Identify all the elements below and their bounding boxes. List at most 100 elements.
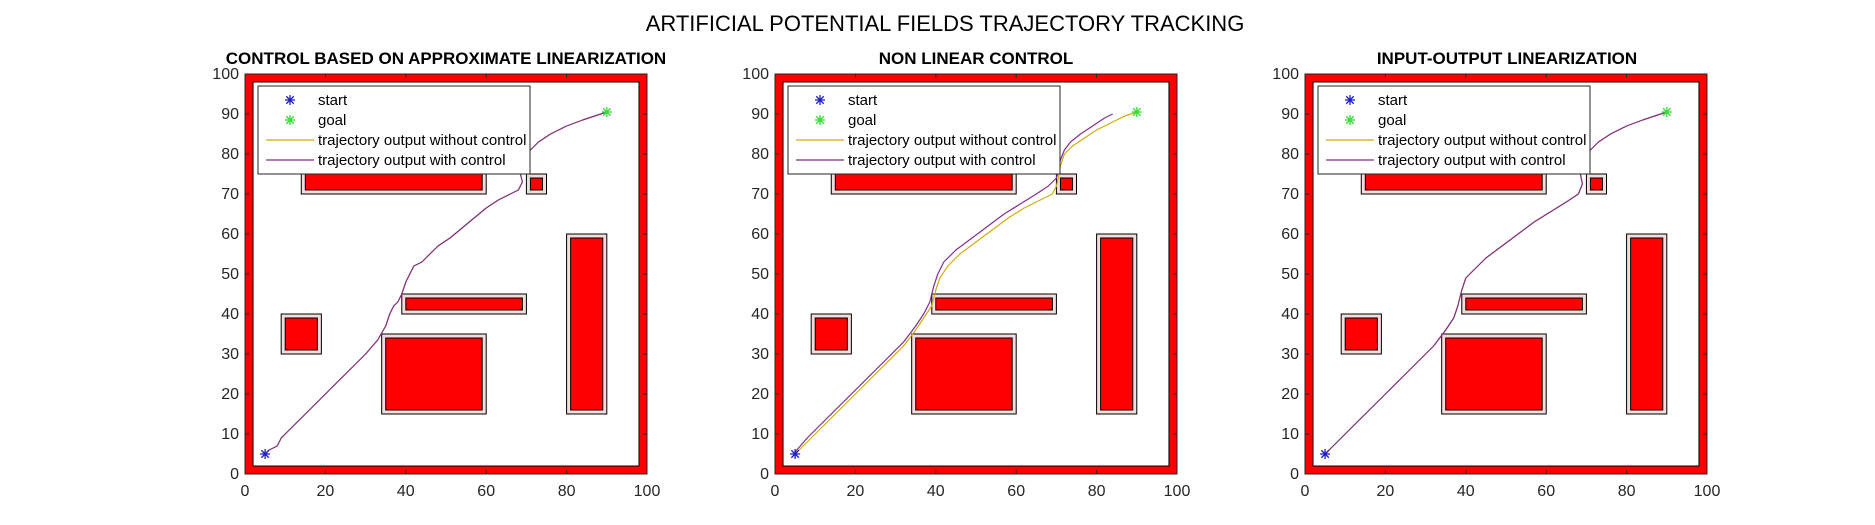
obstacle	[1344, 317, 1378, 351]
y-tick-label: 10	[751, 426, 769, 443]
boundary-wall	[1698, 74, 1707, 474]
obstacle	[385, 337, 483, 411]
obstacle	[1059, 177, 1073, 191]
legend: start goal trajectory output without contr…	[1317, 85, 1591, 175]
y-tick-label: 70	[1281, 186, 1299, 203]
series-line	[794, 113, 1113, 453]
y-tick-label: 10	[1281, 426, 1299, 443]
obstacle	[1630, 237, 1664, 411]
y-tick-label: 40	[1281, 306, 1299, 323]
star-stroke	[1320, 449, 1330, 459]
obstacle	[814, 317, 848, 351]
y-tick-label: 30	[1281, 346, 1299, 363]
star-stroke	[1662, 107, 1672, 117]
star-stroke	[790, 449, 800, 459]
subplot-title: INPUT-OUTPUT LINEARIZATION	[1377, 49, 1637, 68]
y-tick-label: 50	[751, 266, 769, 283]
y-tick-label: 70	[751, 186, 769, 203]
y-tick-label: 30	[221, 346, 239, 363]
y-tick-label: 80	[1281, 146, 1299, 163]
x-tick-label: 40	[397, 483, 415, 500]
legend-entry: goal	[1378, 112, 1406, 129]
boundary-wall	[245, 466, 647, 474]
x-tick-label: 60	[477, 483, 495, 500]
y-tick-label: 100	[742, 66, 769, 83]
y-tick-label: 50	[1281, 266, 1299, 283]
subplot-non-linear-control: NON LINEAR CONTROL 0 20 40 60 80 100 0 10 20 30 40…	[742, 49, 1190, 500]
x-tick-label: 60	[1537, 483, 1555, 500]
y-tick-label: 60	[751, 226, 769, 243]
start-marker	[1320, 449, 1331, 459]
y-tick-label: 90	[1281, 106, 1299, 123]
legend-goal-symbol	[815, 115, 825, 125]
subplot-title: CONTROL BASED ON APPROXIMATE LINEARIZATI…	[226, 49, 666, 68]
y-tick-label: 50	[221, 266, 239, 283]
boundary-wall	[775, 74, 784, 474]
y-tick-label: 90	[221, 106, 239, 123]
boundary-inner-outline	[252, 81, 640, 467]
boundary-wall	[775, 74, 1177, 82]
legend-entry: trajectory output with control	[848, 152, 1036, 169]
legend-entry: goal	[318, 112, 346, 129]
goal-marker	[601, 107, 612, 117]
figure-title: ARTIFICIAL POTENTIAL FIELDS TRAJECTORY T…	[646, 11, 1245, 36]
legend-box	[1317, 85, 1591, 175]
x-tick-label: 20	[1377, 483, 1395, 500]
y-tick-label: 60	[221, 226, 239, 243]
obstacle	[405, 297, 523, 311]
x-tick-label: 60	[1007, 483, 1025, 500]
star-stroke	[1345, 95, 1355, 105]
boundary-wall	[1305, 74, 1707, 82]
x-tick-label: 80	[1088, 483, 1106, 500]
obstacle	[935, 297, 1053, 311]
star-stroke	[602, 107, 612, 117]
y-tick-label: 0	[1290, 466, 1299, 483]
y-tick-label: 20	[751, 386, 769, 403]
series-line	[794, 111, 1137, 455]
legend-entry: trajectory output without control	[848, 132, 1056, 149]
star-stroke	[1345, 115, 1355, 125]
start-marker	[260, 449, 271, 459]
obstacle	[1100, 237, 1134, 411]
boundary-wall	[638, 74, 647, 474]
subplot-title: NON LINEAR CONTROL	[879, 49, 1074, 68]
x-tick-label: 80	[558, 483, 576, 500]
y-tick-label: 80	[221, 146, 239, 163]
y-tick-label: 90	[751, 106, 769, 123]
y-tick-label: 100	[1272, 66, 1299, 83]
legend-entry: trajectory output with control	[318, 152, 506, 169]
legend-entry: trajectory output without control	[1378, 132, 1586, 149]
boundary-wall	[1168, 74, 1177, 474]
x-tick-label: 100	[1164, 483, 1191, 500]
y-tick-label: 100	[212, 66, 239, 83]
x-tick-label: 100	[1694, 483, 1721, 500]
obstacle	[1465, 297, 1583, 311]
subplot-approximate-linearization: CONTROL BASED ON APPROXIMATE LINEARIZATI…	[212, 49, 666, 500]
legend: start goal trajectory output without contr…	[787, 85, 1061, 175]
y-tick-label: 30	[751, 346, 769, 363]
y-tick-label: 0	[760, 466, 769, 483]
obstacle	[1445, 337, 1543, 411]
legend-box	[257, 85, 531, 175]
y-tick-label: 40	[221, 306, 239, 323]
star-stroke	[815, 95, 825, 105]
plot-area: 0 20 40 60 80 100 0 10 20 30 40 50 60 70 80 90 100 start g…	[212, 66, 660, 500]
y-tick-label: 0	[230, 466, 239, 483]
plot-area: 0 20 40 60 80 100 0 10 20 30 40 50 60 70 80 90 100 start g…	[1272, 66, 1720, 500]
star-stroke	[260, 449, 270, 459]
boundary-wall	[245, 74, 254, 474]
y-tick-label: 60	[1281, 226, 1299, 243]
legend-entry: start	[318, 92, 348, 109]
legend-box	[787, 85, 1061, 175]
legend: start goal trajectory output without contr…	[257, 85, 531, 175]
goal-marker	[1131, 107, 1142, 117]
x-tick-label: 40	[927, 483, 945, 500]
x-tick-label: 0	[771, 483, 780, 500]
legend-entry: trajectory output without control	[318, 132, 526, 149]
y-tick-label: 20	[221, 386, 239, 403]
boundary-wall	[775, 466, 1177, 474]
y-tick-label: 80	[751, 146, 769, 163]
boundary-inner-outline	[1312, 81, 1700, 467]
goal-marker	[1661, 107, 1672, 117]
